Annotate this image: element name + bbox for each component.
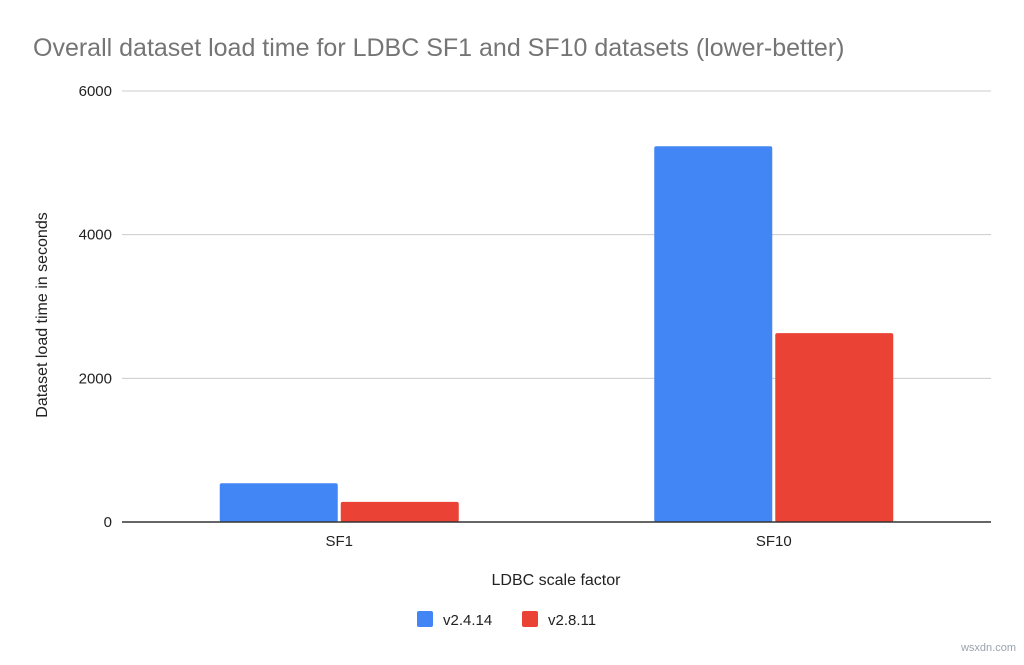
x-axis-label: LDBC scale factor: [492, 572, 622, 589]
legend-swatch: [417, 611, 433, 627]
chart-title: Overall dataset load time for LDBC SF1 a…: [33, 34, 844, 62]
x-axis-ticks: SF1 SF10: [325, 533, 791, 550]
bar-sf1-v2-8-11: [340, 501, 459, 522]
y-axis-label: Dataset load time in seconds: [34, 212, 51, 417]
x-tick-label: SF10: [756, 533, 792, 550]
bar-sf10-v2-8-11: [775, 333, 894, 522]
y-tick-label: 4000: [79, 227, 112, 244]
y-tick-label: 2000: [79, 370, 112, 387]
legend-label: v2.8.11: [548, 612, 596, 629]
bars: [219, 146, 894, 523]
bar-sf1-v2-4-14: [219, 483, 338, 522]
y-tick-label: 6000: [79, 83, 112, 100]
watermark-text: wsxdn.com: [960, 642, 1016, 654]
legend-swatch: [522, 611, 538, 627]
legend-label: v2.4.14: [443, 612, 492, 629]
y-axis-ticks: 0 2000 4000 6000: [79, 83, 112, 531]
bar-sf10-v2-4-14: [654, 146, 773, 523]
y-tick-label: 0: [104, 514, 112, 531]
legend: v2.4.14 v2.8.11: [417, 611, 596, 629]
x-tick-label: SF1: [325, 533, 353, 550]
